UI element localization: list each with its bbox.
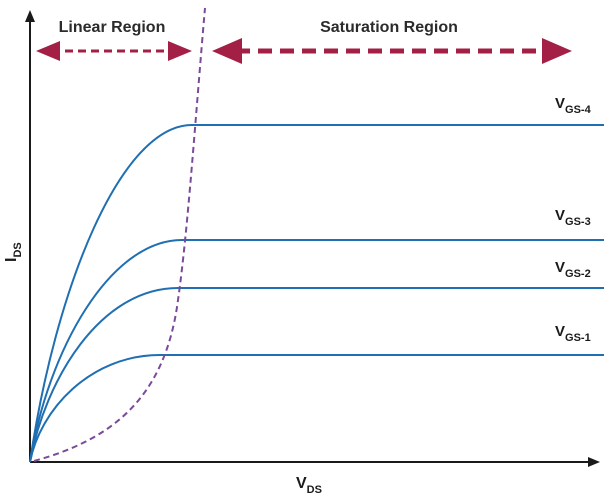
linear-region-label: Linear Region xyxy=(59,19,166,36)
linear-region-arrowhead-right xyxy=(168,41,192,61)
x-axis-label-main: V xyxy=(296,475,307,492)
x-axis-arrowhead xyxy=(588,457,600,467)
curve-vgs-4 xyxy=(29,124,604,463)
curve-label-vgs-4-sub: GS-4 xyxy=(565,104,592,116)
saturation-region-label: Saturation Region xyxy=(320,19,458,36)
saturation-region-arrowhead-right xyxy=(542,38,572,64)
y-axis-arrowhead xyxy=(25,10,35,22)
linear-region-arrowhead-left xyxy=(36,41,60,61)
y-axis-label: IDS xyxy=(3,242,24,262)
curve-vgs-1 xyxy=(29,354,604,463)
x-axis-label: VDS xyxy=(296,475,322,496)
x-axis-label-sub: DS xyxy=(307,484,322,496)
curve-label-vgs-1: VGS-1 xyxy=(555,323,591,344)
saturation-region-arrowhead-left xyxy=(212,38,242,64)
curve-label-vgs-2: VGS-2 xyxy=(555,259,591,280)
curve-label-vgs-1-sub: GS-1 xyxy=(565,332,591,344)
y-axis-label-sub: DS xyxy=(12,242,24,257)
curve-label-vgs-3-sub: GS-3 xyxy=(565,216,591,228)
curve-label-vgs-4: VGS-4 xyxy=(555,95,592,116)
saturation-boundary-curve xyxy=(33,7,206,462)
curve-label-vgs-2-main: V xyxy=(555,259,565,276)
curve-label-vgs-3-main: V xyxy=(555,207,565,224)
curve-label-vgs-3: VGS-3 xyxy=(555,207,591,228)
curve-label-vgs-1-main: V xyxy=(555,323,565,340)
curve-vgs-3 xyxy=(29,239,604,463)
curve-label-vgs-2-sub: GS-2 xyxy=(565,268,591,280)
y-axis-label-main: I xyxy=(3,258,20,262)
curve-label-vgs-4-main: V xyxy=(555,95,565,112)
curve-vgs-2 xyxy=(29,287,604,463)
